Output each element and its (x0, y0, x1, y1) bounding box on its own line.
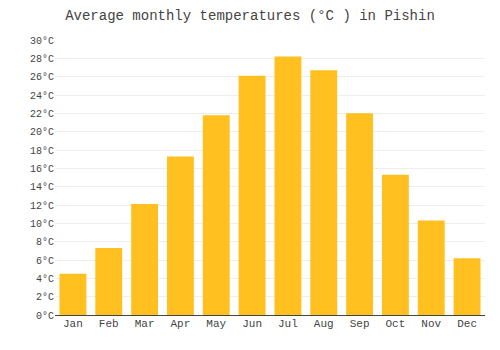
svg-text:May: May (206, 318, 226, 330)
svg-text:Aug: Aug (314, 318, 334, 330)
svg-text:2°C: 2°C (36, 292, 54, 303)
svg-text:Jan: Jan (63, 318, 83, 330)
svg-text:26°C: 26°C (30, 72, 54, 83)
svg-text:8°C: 8°C (36, 237, 54, 248)
svg-text:6°C: 6°C (36, 256, 54, 267)
svg-text:Mar: Mar (135, 318, 155, 330)
svg-text:Apr: Apr (171, 318, 191, 330)
svg-text:12°C: 12°C (30, 201, 54, 212)
svg-text:18°C: 18°C (30, 146, 54, 157)
svg-text:Nov: Nov (421, 318, 441, 330)
svg-text:24°C: 24°C (30, 91, 54, 102)
svg-text:30°C: 30°C (30, 36, 54, 47)
svg-text:Oct: Oct (386, 318, 406, 330)
svg-text:4°C: 4°C (36, 274, 54, 285)
svg-text:Feb: Feb (99, 318, 119, 330)
svg-text:Jun: Jun (242, 318, 262, 330)
svg-text:28°C: 28°C (30, 54, 54, 65)
svg-text:0°C: 0°C (36, 311, 54, 322)
svg-text:10°C: 10°C (30, 219, 54, 230)
svg-text:14°C: 14°C (30, 182, 54, 193)
svg-text:Jul: Jul (278, 318, 298, 330)
svg-text:Dec: Dec (457, 318, 477, 330)
svg-text:Sep: Sep (350, 318, 370, 330)
svg-text:20°C: 20°C (30, 127, 54, 138)
svg-text:16°C: 16°C (30, 164, 54, 175)
svg-text:22°C: 22°C (30, 109, 54, 120)
svg-text:Average monthly temperatures (: Average monthly temperatures (°C ) in Pi… (65, 8, 435, 24)
